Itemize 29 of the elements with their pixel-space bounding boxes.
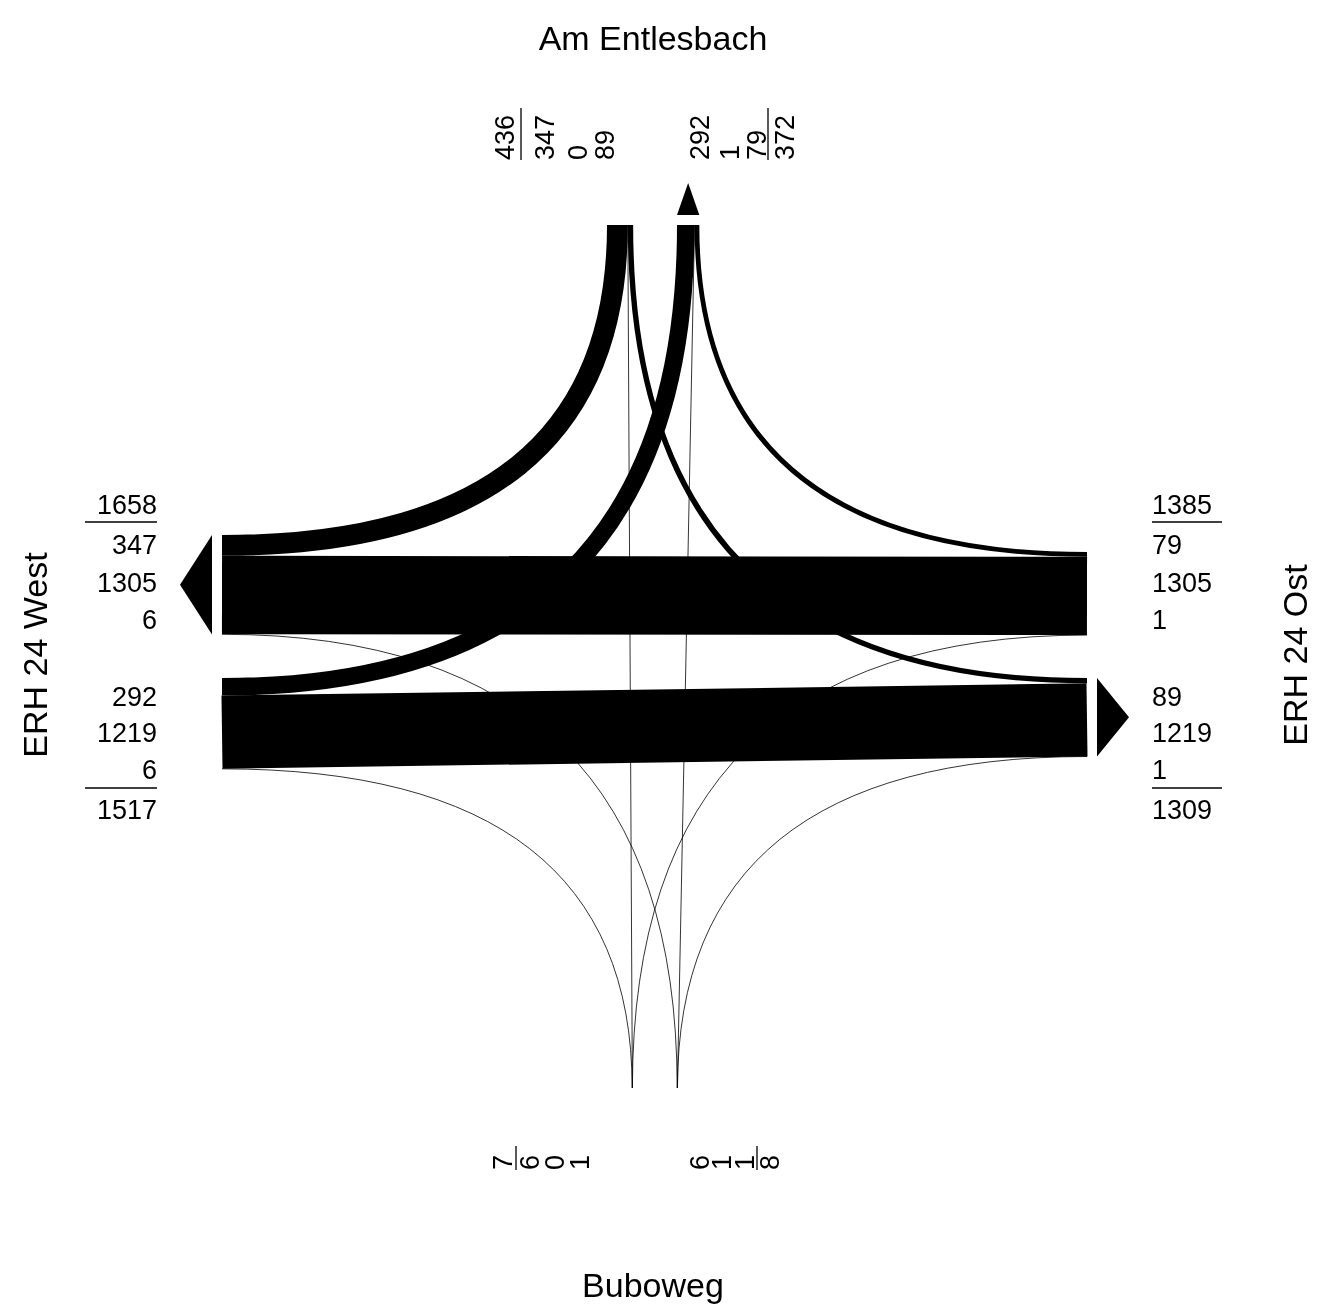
data-label: 89 xyxy=(590,129,620,160)
data-label: 292 xyxy=(685,114,715,160)
data-label: 1219 xyxy=(96,718,157,748)
data-label: 0 xyxy=(563,144,593,160)
data-label: 1 xyxy=(715,144,745,160)
category-label: Buboweg xyxy=(582,1266,724,1304)
data-label: 1219 xyxy=(1152,718,1213,748)
text: 7 xyxy=(488,1154,518,1170)
data-label: 1 xyxy=(1152,605,1168,635)
text: 1658 xyxy=(96,490,157,520)
data-label: 89 xyxy=(1152,682,1183,712)
text: 1517 xyxy=(96,795,157,825)
data-label: 1305 xyxy=(96,568,157,598)
text: 436 xyxy=(490,114,520,160)
category-label: ERH 24 West xyxy=(16,551,54,758)
data-label: 347 xyxy=(530,114,560,160)
data-label: 79 xyxy=(742,129,772,160)
data-label: 347 xyxy=(111,530,157,560)
category-label: ERH 24 Ost xyxy=(1276,563,1314,746)
text: 1309 xyxy=(1152,795,1213,825)
data-label: 79 xyxy=(1152,530,1183,560)
data-label: 292 xyxy=(111,682,157,712)
category-label: Am Entlesbach xyxy=(538,19,768,57)
data-label: 1 xyxy=(1152,755,1168,785)
data-label: 1305 xyxy=(1152,568,1213,598)
data-label: 6 xyxy=(141,755,157,785)
text: 1385 xyxy=(1152,490,1213,520)
data-label: 6 xyxy=(141,605,157,635)
text: 372 xyxy=(770,114,800,160)
